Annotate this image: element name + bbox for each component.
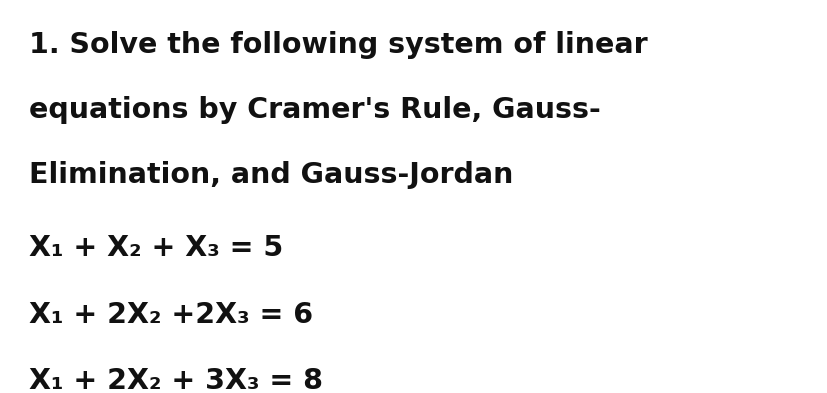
Text: equations by Cramer's Rule, Gauss-: equations by Cramer's Rule, Gauss- — [29, 96, 600, 124]
Text: X₁ + 2X₂ +2X₃ = 6: X₁ + 2X₂ +2X₃ = 6 — [29, 301, 313, 329]
Text: 1. Solve the following system of linear: 1. Solve the following system of linear — [29, 31, 647, 59]
Text: X₁ + X₂ + X₃ = 5: X₁ + X₂ + X₃ = 5 — [29, 234, 283, 262]
Text: X₁ + 2X₂ + 3X₃ = 8: X₁ + 2X₂ + 3X₃ = 8 — [29, 367, 323, 393]
Text: Elimination, and Gauss-Jordan: Elimination, and Gauss-Jordan — [29, 161, 513, 189]
